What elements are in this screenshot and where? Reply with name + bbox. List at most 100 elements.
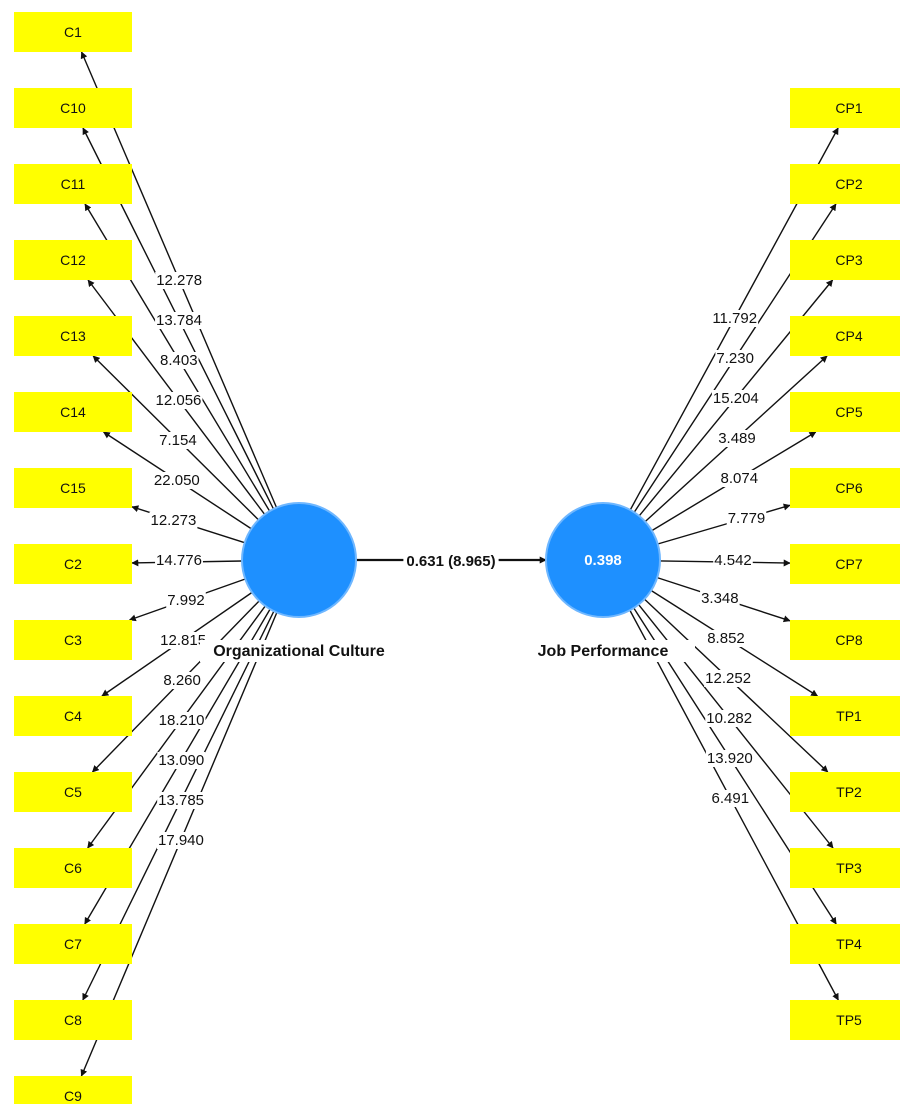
loading-value-backdrop-cp6	[726, 510, 767, 527]
nodes-layer: 0.398 C1 C10 C11 C12 C13 C14 C15 C2 C3 C4 C5 C6 C7 C8…	[14, 12, 900, 1104]
indicator-label-c12: C12	[60, 252, 86, 268]
loading-value-backdrop-tp5	[710, 790, 751, 807]
indicator-label-cp1: CP1	[835, 100, 862, 116]
loading-value-c5: 8.260	[163, 672, 201, 689]
loading-value-backdrop-cp5	[719, 470, 760, 487]
indicator-c14[interactable]	[14, 392, 132, 432]
indicator-label-cp2: CP2	[835, 176, 862, 192]
indicator-c4[interactable]	[14, 696, 132, 736]
organizational-culture-name: Organizational Culture	[213, 643, 385, 660]
loading-value-backdrop-c12	[154, 392, 203, 409]
loading-value-c12: 12.056	[156, 392, 202, 409]
indicator-c3[interactable]	[14, 620, 132, 660]
indicator-tp5[interactable]	[790, 1000, 900, 1040]
indicator-cp3[interactable]	[790, 240, 900, 280]
indicator-cp2[interactable]	[790, 164, 900, 204]
loading-value-cp8: 3.348	[701, 590, 739, 607]
indicator-c8[interactable]	[14, 1000, 132, 1040]
indicator-label-c14: C14	[60, 404, 86, 420]
loading-value-backdrop-c15	[149, 512, 198, 529]
loading-value-c13: 7.154	[159, 432, 197, 449]
indicator-cp8[interactable]	[790, 620, 900, 660]
loading-value-backdrop-cp7	[713, 552, 753, 569]
indicator-label-c5: C5	[64, 784, 82, 800]
loading-value-backdrop-tp2	[704, 670, 753, 687]
indicator-label-tp3: TP3	[836, 860, 862, 876]
indicator-c15[interactable]	[14, 468, 132, 508]
indicator-label-tp4: TP4	[836, 936, 862, 952]
indicator-c9[interactable]	[14, 1076, 132, 1104]
indicator-tp2[interactable]	[790, 772, 900, 812]
indicator-cp4[interactable]	[790, 316, 900, 356]
indicator-tp3[interactable]	[790, 848, 900, 888]
organizational-culture-construct[interactable]	[241, 502, 357, 618]
indicator-cp5[interactable]	[790, 392, 900, 432]
indicator-label-c1: C1	[64, 24, 82, 40]
indicator-c2[interactable]	[14, 544, 132, 584]
loading-value-cp5: 8.074	[721, 470, 759, 487]
loading-value-backdrop-cp4	[717, 430, 757, 447]
indicator-c7[interactable]	[14, 924, 132, 964]
loading-value-c8: 13.785	[158, 792, 204, 809]
loading-value-c15: 12.273	[150, 512, 196, 529]
loading-value-cp7: 4.542	[714, 552, 752, 569]
loading-value-c9: 17.940	[158, 832, 204, 849]
indicator-label-cp5: CP5	[835, 404, 862, 420]
indicator-label-cp3: CP3	[835, 252, 862, 268]
indicator-label-cp7: CP7	[835, 556, 862, 572]
loading-value-backdrop-tp4	[705, 750, 754, 767]
loading-value-backdrop-c14	[152, 472, 201, 489]
labels-layer: 12.278 13.784 8.403 12.056 7.154 22.050 12.273…	[149, 272, 767, 849]
loading-value-backdrop-cp1	[711, 310, 759, 327]
loading-value-tp1: 8.852	[707, 630, 745, 647]
indicator-c12[interactable]	[14, 240, 132, 280]
indicator-c6[interactable]	[14, 848, 132, 888]
structural-path-label: 0.631 (8.965)	[406, 553, 495, 570]
indicator-label-c2: C2	[64, 556, 82, 572]
loading-value-c2: 14.776	[156, 552, 202, 569]
indicator-label-c6: C6	[64, 860, 82, 876]
loading-value-c7: 13.090	[158, 752, 204, 769]
loading-value-backdrop-c13	[158, 432, 198, 449]
loading-value-backdrop-c5	[162, 672, 202, 689]
indicator-tp1[interactable]	[790, 696, 900, 736]
loading-value-backdrop-c9	[156, 832, 205, 849]
loading-value-c6: 18.210	[159, 712, 205, 729]
loading-value-backdrop-c10	[155, 312, 203, 329]
loading-value-backdrop-c6	[157, 712, 206, 729]
loading-value-tp3: 10.282	[706, 710, 752, 727]
indicator-label-tp2: TP2	[836, 784, 862, 800]
indicator-cp6[interactable]	[790, 468, 900, 508]
loading-value-backdrop-c2	[155, 552, 203, 569]
indicator-c1[interactable]	[14, 12, 132, 52]
indicator-c5[interactable]	[14, 772, 132, 812]
loading-value-cp2: 7.230	[716, 350, 754, 367]
indicator-c11[interactable]	[14, 164, 132, 204]
indicator-label-c7: C7	[64, 936, 82, 952]
indicator-cp1[interactable]	[790, 88, 900, 128]
indicator-c10[interactable]	[14, 88, 132, 128]
loading-value-backdrop-c1	[155, 272, 204, 289]
loading-value-c11: 8.403	[160, 352, 198, 369]
loading-value-c10: 13.784	[156, 312, 202, 329]
indicator-label-tp5: TP5	[836, 1012, 862, 1028]
job-performance-name-backdrop	[511, 640, 695, 662]
indicator-tp4[interactable]	[790, 924, 900, 964]
indicator-label-c15: C15	[60, 480, 86, 496]
organizational-culture-name-backdrop	[200, 640, 420, 662]
loading-value-backdrop-cp3	[711, 390, 760, 407]
indicator-label-c11: C11	[61, 176, 86, 192]
loading-value-tp2: 12.252	[705, 670, 751, 687]
indicator-cp7[interactable]	[790, 544, 900, 584]
indicator-label-c4: C4	[64, 708, 82, 724]
loading-value-c14: 22.050	[154, 472, 200, 489]
indicator-c13[interactable]	[14, 316, 132, 356]
indicator-label-cp4: CP4	[835, 328, 862, 344]
job-performance-construct[interactable]	[545, 502, 661, 618]
loading-value-c4: 12.815	[160, 632, 206, 649]
indicator-label-c10: C10	[60, 100, 86, 116]
indicator-label-c9: C9	[64, 1088, 82, 1104]
indicator-label-tp1: TP1	[836, 708, 862, 724]
loading-value-tp5: 6.491	[712, 790, 750, 807]
